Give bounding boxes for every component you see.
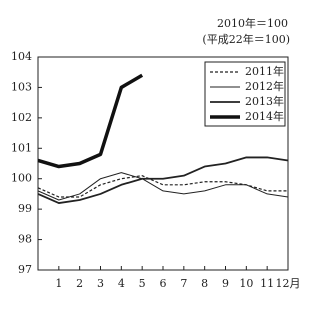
x-tick-label: 12月 [276, 277, 301, 290]
legend-label: 2014年 [245, 109, 284, 123]
x-tick-label: 1 [55, 277, 62, 290]
y-tick-label: 99 [18, 202, 32, 215]
x-tick-label: 4 [118, 277, 125, 290]
legend-label: 2013年 [245, 94, 284, 108]
x-tick-label: 2 [76, 277, 83, 290]
series-line [37, 156, 289, 204]
y-tick-label: 104 [11, 50, 32, 63]
x-tick-label: 11 [260, 277, 274, 290]
y-tick-label: 98 [18, 233, 32, 246]
annotation: (平成22年＝100) [202, 32, 290, 46]
legend-label: 2011年 [245, 64, 284, 78]
x-tick-label: 3 [97, 277, 104, 290]
annotation: 2010年＝100 [217, 16, 288, 30]
legend-label: 2012年 [245, 79, 284, 93]
x-tick-label: 7 [180, 277, 187, 290]
legend-box [204, 61, 286, 127]
y-tick-label: 102 [11, 111, 32, 124]
x-tick-label: 8 [201, 277, 208, 290]
x-tick-label: 6 [160, 277, 167, 290]
y-tick-label: 103 [11, 80, 32, 93]
y-tick-label: 101 [11, 141, 32, 154]
x-tick-label: 5 [139, 277, 146, 290]
x-tick-label: 10 [239, 277, 253, 290]
x-tick-label: 9 [222, 277, 229, 290]
series-line [37, 73, 144, 169]
y-tick-label: 97 [18, 263, 32, 276]
y-tick-label: 100 [11, 172, 32, 185]
series-line [37, 172, 289, 201]
